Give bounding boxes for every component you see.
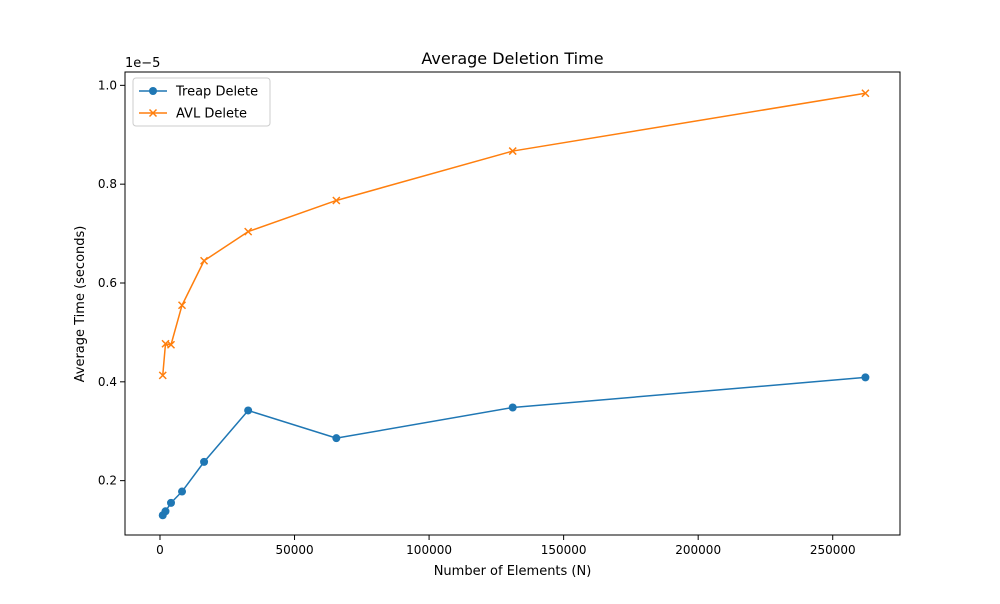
treap-delete-point <box>332 434 341 443</box>
avl-delete-point <box>166 340 176 349</box>
treap-delete-point <box>200 457 209 466</box>
x-tick-label: 250000 <box>810 543 856 557</box>
treap-delete-point <box>161 507 170 516</box>
y-tick-label: 0.2 <box>98 474 117 488</box>
y-tick-label: 0.8 <box>98 177 117 191</box>
avl-delete-point <box>508 147 517 156</box>
x-tick-label: 100000 <box>406 543 452 557</box>
treap-delete-point <box>861 373 870 382</box>
x-tick-label: 200000 <box>675 543 721 557</box>
avl-delete-point <box>244 227 253 236</box>
x-axis-label: Number of Elements (N) <box>434 564 592 579</box>
y-tick-label: 1.0 <box>98 78 117 92</box>
avl-delete-point <box>861 89 870 98</box>
legend-box <box>132 77 271 127</box>
axes-frame <box>124 71 901 536</box>
legend-avl-delete-label: AVL Delete <box>176 107 247 122</box>
legend-treap-delete-label: Treap Delete <box>175 85 258 100</box>
x-tick-label: 150000 <box>541 543 587 557</box>
y-tick-label: 0.4 <box>98 375 117 389</box>
treap-delete-point <box>178 487 187 496</box>
chart-title: Average Deletion Time <box>421 49 603 68</box>
y-tick-label: 0.6 <box>98 276 117 290</box>
avl-delete-point <box>200 256 209 265</box>
avl-delete-point <box>177 301 187 310</box>
legend-avl-delete-marker <box>148 108 158 118</box>
y-axis-offset-label: 1e−5 <box>125 56 160 71</box>
x-tick-label: 0 <box>156 543 164 557</box>
avl-delete-point <box>158 371 167 380</box>
treap-delete-point <box>167 498 176 507</box>
y-axis-label: Average Time (seconds) <box>73 226 88 383</box>
treap-delete-point <box>508 403 517 412</box>
treap-delete-point <box>244 406 253 415</box>
legend: Treap Delete AVL Delete <box>132 77 271 127</box>
legend-treap-delete-marker <box>149 87 157 95</box>
x-tick-label: 50000 <box>275 543 313 557</box>
plot-area: 0 50000 100000 150000 200000 250000 0.2 0.4 0.6 0… <box>98 71 901 557</box>
avl-delete-point <box>332 196 341 205</box>
